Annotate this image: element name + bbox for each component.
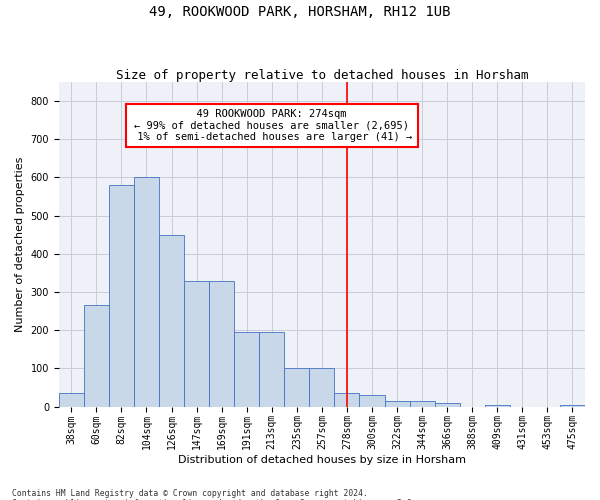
- Bar: [385, 401, 410, 406]
- Bar: [159, 234, 184, 406]
- Text: 49, ROOKWOOD PARK, HORSHAM, RH12 1UB: 49, ROOKWOOD PARK, HORSHAM, RH12 1UB: [149, 5, 451, 19]
- Bar: [84, 306, 109, 406]
- Bar: [410, 401, 434, 406]
- Y-axis label: Number of detached properties: Number of detached properties: [15, 156, 25, 332]
- Bar: [310, 368, 334, 406]
- Bar: [209, 282, 234, 406]
- Bar: [259, 332, 284, 406]
- Text: 49 ROOKWOOD PARK: 274sqm  
← 99% of detached houses are smaller (2,695)
 1% of s: 49 ROOKWOOD PARK: 274sqm ← 99% of detach…: [131, 108, 412, 142]
- Text: Contains public sector information licensed under the Open Government Licence v3: Contains public sector information licen…: [12, 498, 416, 500]
- Bar: [359, 395, 385, 406]
- Title: Size of property relative to detached houses in Horsham: Size of property relative to detached ho…: [116, 69, 528, 82]
- Bar: [184, 282, 209, 406]
- Bar: [485, 404, 510, 406]
- Bar: [134, 178, 159, 406]
- Bar: [59, 393, 84, 406]
- X-axis label: Distribution of detached houses by size in Horsham: Distribution of detached houses by size …: [178, 455, 466, 465]
- Bar: [434, 402, 460, 406]
- Bar: [109, 185, 134, 406]
- Bar: [284, 368, 310, 406]
- Text: Contains HM Land Registry data © Crown copyright and database right 2024.: Contains HM Land Registry data © Crown c…: [12, 488, 368, 498]
- Bar: [560, 404, 585, 406]
- Bar: [334, 393, 359, 406]
- Bar: [234, 332, 259, 406]
